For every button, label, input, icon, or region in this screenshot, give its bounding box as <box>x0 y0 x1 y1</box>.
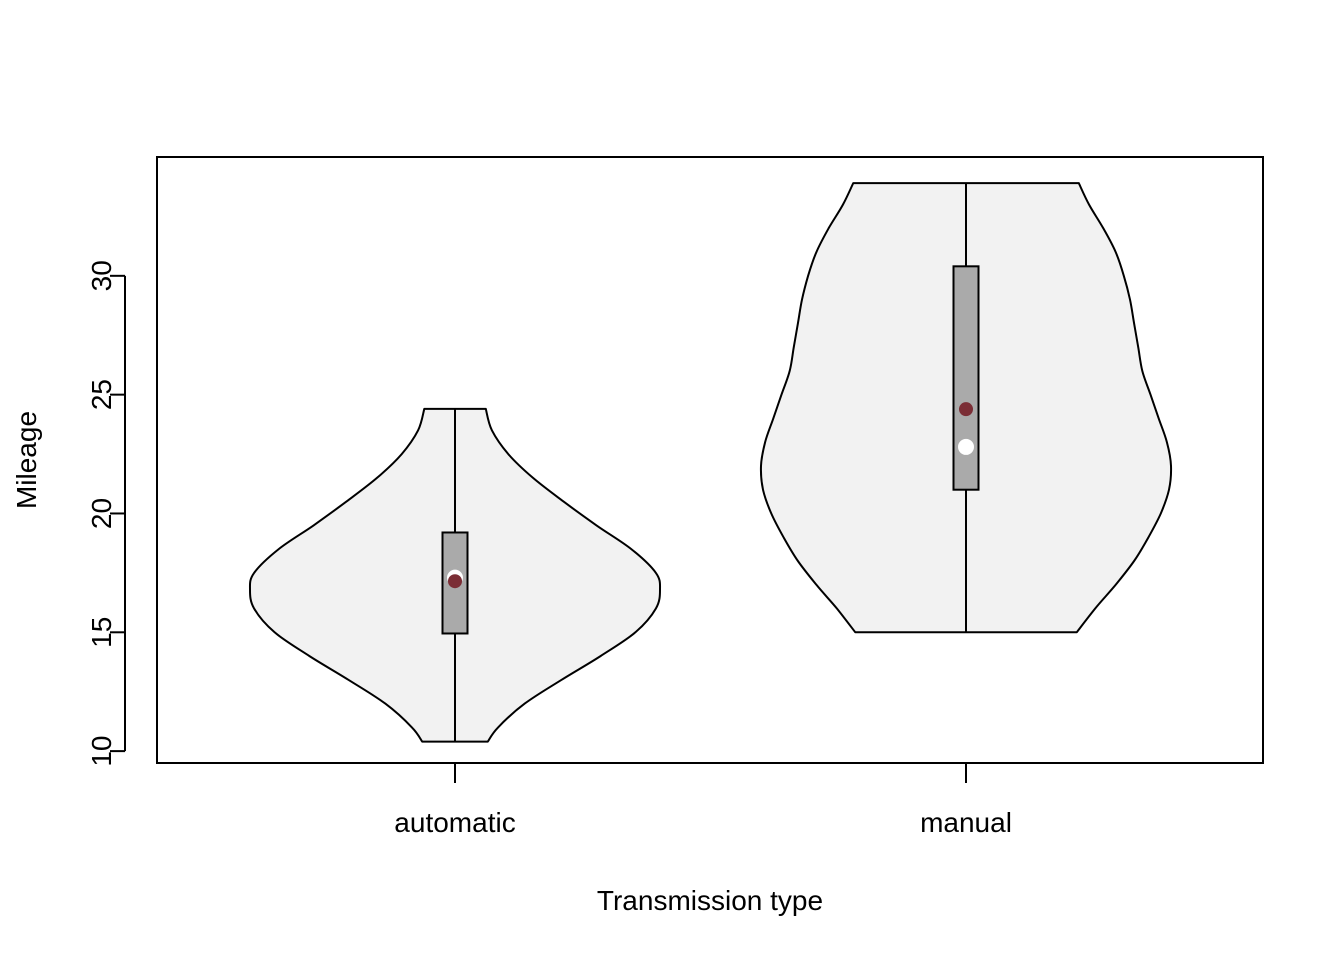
y-tick-label-20: 20 <box>86 498 117 529</box>
violins-layer <box>248 182 1173 743</box>
y-axis: 10 15 20 25 30 <box>86 260 126 767</box>
y-axis-label: Mileage <box>11 411 42 509</box>
x-tick-label-manual: manual <box>920 807 1012 838</box>
y-tick-label-25: 25 <box>86 379 117 410</box>
y-tick-label-30: 30 <box>86 260 117 291</box>
plot-frame <box>156 156 1264 764</box>
iqr-box-manual <box>952 265 980 491</box>
iqr-box-automatic <box>441 531 469 635</box>
x-tick-label-automatic: automatic <box>394 807 515 838</box>
y-tick-label-15: 15 <box>86 617 117 648</box>
x-axis: automatic manual <box>394 763 1012 838</box>
median-point-manual <box>958 438 974 455</box>
mean-point-automatic <box>448 574 462 589</box>
x-axis-label: Transmission type <box>597 885 823 916</box>
y-tick-label-10: 10 <box>86 736 117 767</box>
mean-point-manual <box>959 402 973 417</box>
